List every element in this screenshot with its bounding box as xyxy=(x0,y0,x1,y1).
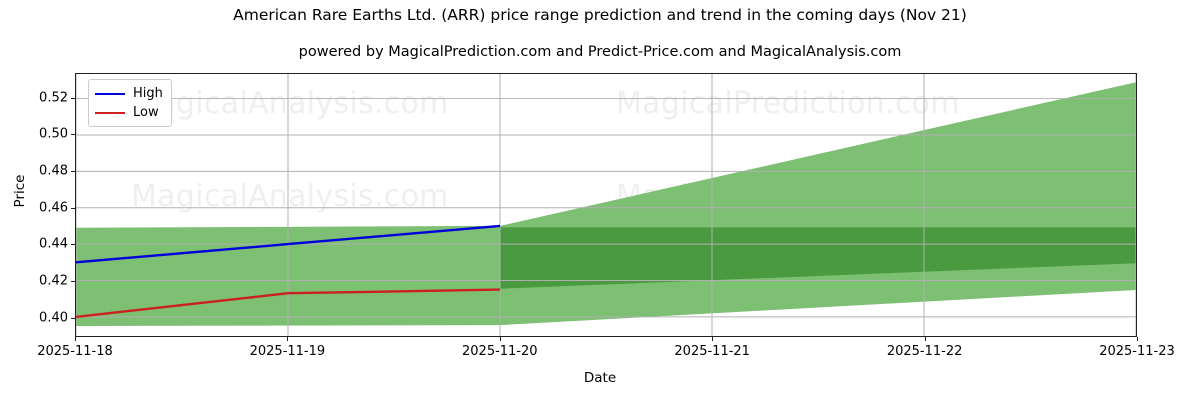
y-tick-label: 0.52 xyxy=(39,90,68,106)
x-tick-mark xyxy=(499,337,501,341)
x-tick-label: 2025-11-22 xyxy=(886,344,963,359)
series-line-low xyxy=(76,288,501,319)
y-tick-label: 0.42 xyxy=(39,273,68,289)
legend-swatch-high xyxy=(95,92,125,95)
x-axis-label: Date xyxy=(583,370,617,386)
x-tick-mark xyxy=(712,337,714,341)
y-tick-mark xyxy=(71,317,75,319)
legend-label-low: Low xyxy=(133,105,159,120)
x-tick-label: 2025-11-19 xyxy=(249,344,326,359)
plot-area: MagicalAnalysis.com MagicalPrediction.com… xyxy=(75,73,1137,337)
x-tick-mark xyxy=(75,337,76,341)
y-axis-label: Price xyxy=(12,174,28,208)
x-tick-mark xyxy=(287,337,289,341)
y-tick-label: 0.48 xyxy=(39,163,68,179)
y-tick-mark xyxy=(71,244,75,246)
x-tick-label: 2025-11-20 xyxy=(462,344,538,359)
y-tick-label: 0.50 xyxy=(39,126,68,142)
x-tick-label: 2025-11-21 xyxy=(674,344,750,359)
chart-subtitle: powered by MagicalPrediction.com and Pre… xyxy=(298,44,902,60)
x-tick-mark xyxy=(924,337,926,341)
y-tick-mark xyxy=(71,281,75,283)
y-tick-mark xyxy=(71,207,75,209)
x-tick-mark xyxy=(1137,337,1138,341)
y-tick-mark xyxy=(71,171,75,173)
legend-item-low: Low xyxy=(95,103,163,122)
forecast-inner-band xyxy=(500,227,1136,289)
y-tick-mark xyxy=(71,97,75,99)
legend-swatch-low xyxy=(95,111,125,114)
y-tick-label: 0.44 xyxy=(39,236,68,252)
y-tick-mark xyxy=(71,134,75,136)
series-line-high xyxy=(76,224,501,264)
x-tick-label: 2025-11-18 xyxy=(37,344,113,359)
y-tick-label: 0.46 xyxy=(39,200,68,216)
legend-item-high: High xyxy=(95,84,163,103)
chart-title: American Rare Earths Ltd. (ARR) price ra… xyxy=(233,6,967,24)
chart-legend: High Low xyxy=(88,79,172,127)
plot-canvas xyxy=(76,74,1136,336)
forecast-outer-band xyxy=(500,82,1136,326)
legend-label-high: High xyxy=(133,86,163,101)
y-tick-label: 0.40 xyxy=(39,310,68,326)
x-tick-label: 2025-11-23 xyxy=(1099,344,1175,359)
